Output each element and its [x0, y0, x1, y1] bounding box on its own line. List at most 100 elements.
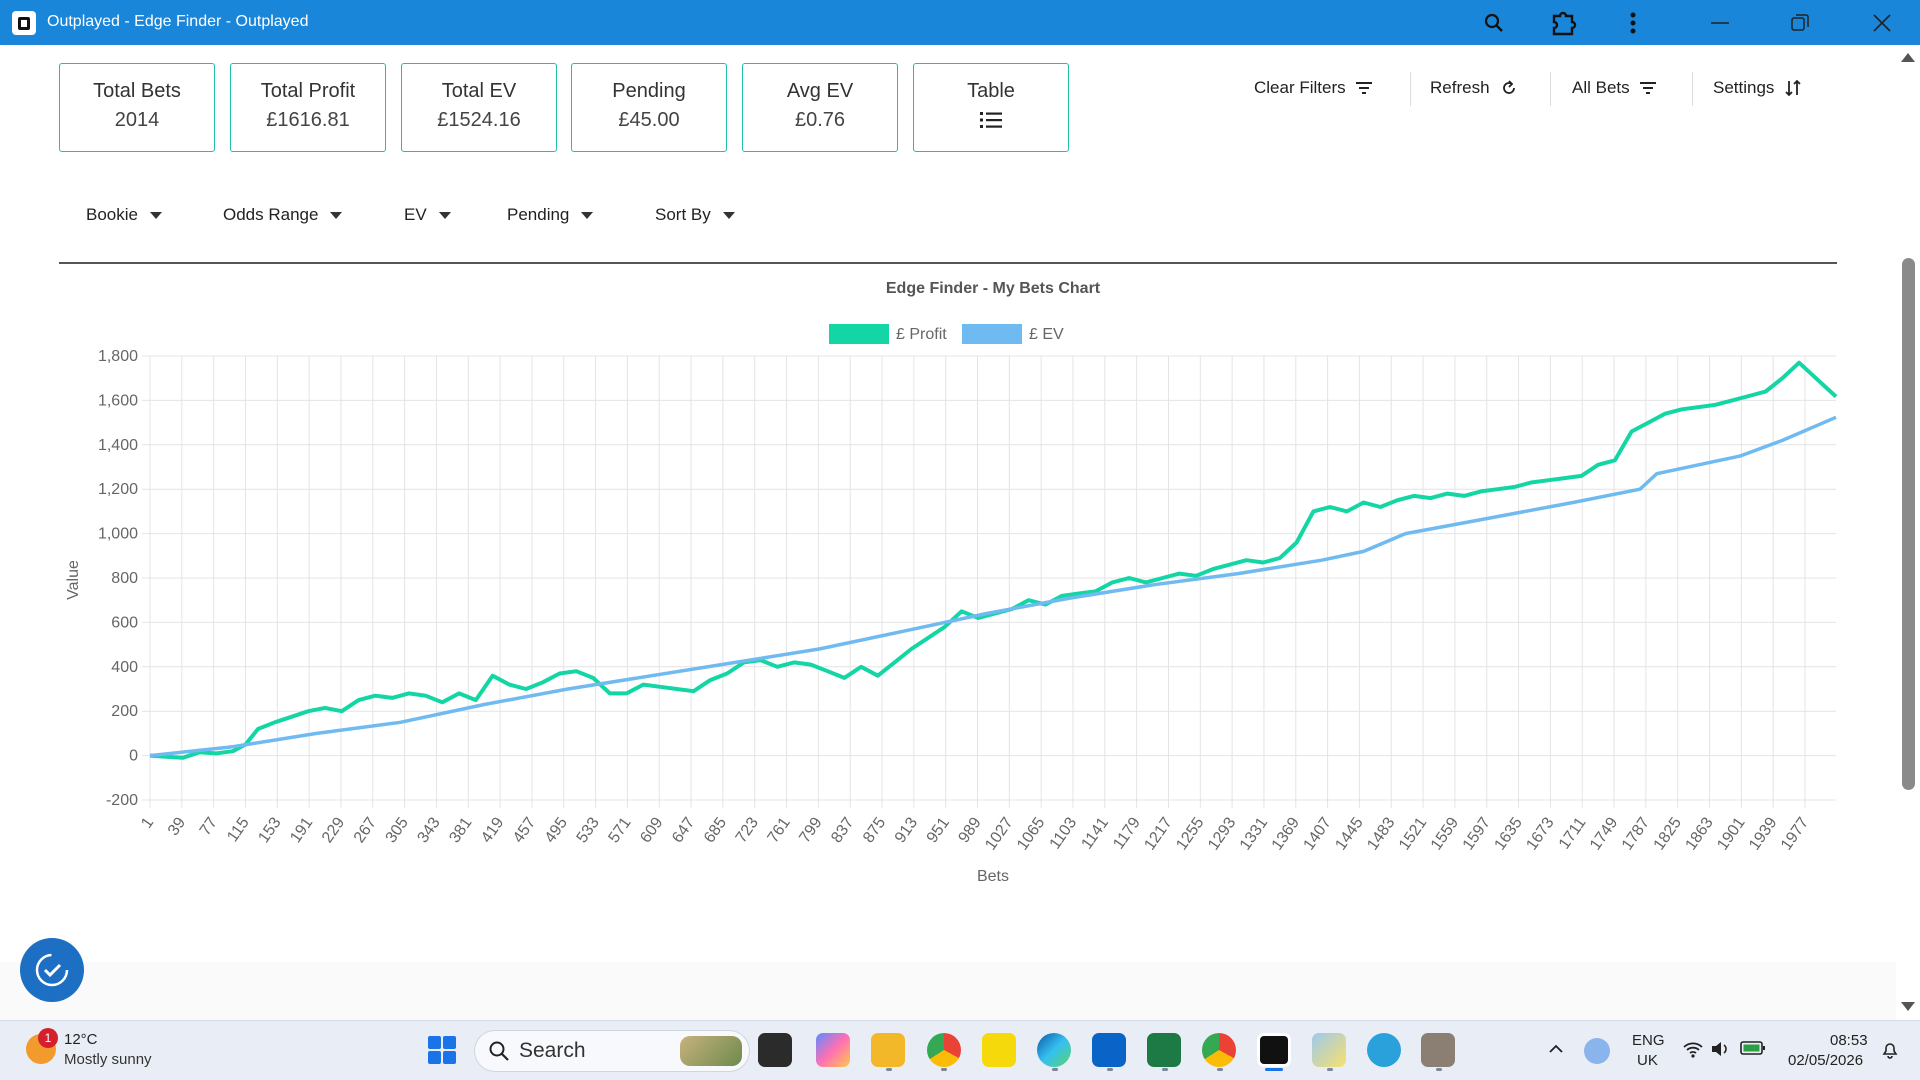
onedrive-icon[interactable]: [1584, 1038, 1610, 1064]
wifi-icon[interactable]: [1682, 1040, 1704, 1058]
clear-filters-button[interactable]: Clear Filters: [1254, 74, 1372, 102]
volume-icon[interactable]: [1710, 1040, 1730, 1058]
x-tick-label: 381: [446, 814, 475, 846]
filter-label: EV: [404, 205, 427, 224]
x-tick-label: 1255: [1173, 814, 1207, 853]
search-icon[interactable]: [1464, 0, 1524, 45]
settings-label: Settings: [1713, 78, 1775, 97]
chart-series: [149, 360, 1838, 760]
settings-button[interactable]: Settings: [1713, 74, 1802, 102]
x-tick-label: 1027: [982, 814, 1016, 853]
x-tick-label: 1521: [1396, 814, 1430, 853]
x-tick-label: 1293: [1205, 814, 1239, 853]
y-tick-label: 0: [129, 748, 138, 765]
total-ev-card: Total EV £1524.16: [401, 63, 557, 152]
y-tick-label: 1,000: [98, 526, 138, 543]
x-tick-label: 913: [892, 814, 921, 846]
task-view-icon[interactable]: [758, 1033, 792, 1067]
x-tick-label: 153: [255, 814, 284, 846]
chevron-down-icon: [149, 211, 162, 219]
odds-range-filter[interactable]: Odds Range: [223, 205, 343, 225]
x-tick-label: 1901: [1714, 814, 1748, 853]
scroll-down-arrow-icon[interactable]: [1901, 1002, 1915, 1011]
filter-label: Pending: [507, 205, 570, 224]
chevron-down-icon: [722, 211, 735, 219]
keyboard-layout[interactable]: UK: [1637, 1052, 1658, 1069]
weather-description[interactable]: Mostly sunny: [64, 1051, 152, 1068]
running-indicator: [1436, 1068, 1442, 1071]
file-explorer-icon[interactable]: [871, 1033, 905, 1067]
clock-date[interactable]: 02/05/2026: [1788, 1052, 1864, 1069]
all-bets-dropdown[interactable]: All Bets: [1572, 74, 1656, 102]
close-icon[interactable]: [1852, 0, 1912, 45]
outplayed-taskbar-icon[interactable]: [1257, 1033, 1291, 1067]
x-tick-label: 1407: [1301, 814, 1335, 853]
x-tick-label: 989: [956, 814, 985, 846]
x-tick-label: 571: [605, 814, 634, 846]
pending-card: Pending £45.00: [571, 63, 727, 152]
refresh-button[interactable]: Refresh: [1430, 74, 1518, 102]
language-indicator[interactable]: ENG: [1632, 1032, 1665, 1049]
tasks-app-icon[interactable]: [982, 1033, 1016, 1067]
windows-start-icon[interactable]: [428, 1036, 456, 1064]
gimp-icon[interactable]: [1421, 1033, 1455, 1067]
divider: [1550, 72, 1551, 106]
outplayed-app-icon: [12, 11, 36, 35]
notification-badge: 1: [38, 1028, 58, 1048]
copilot-icon[interactable]: [816, 1033, 850, 1067]
telegram-icon[interactable]: [1367, 1033, 1401, 1067]
restore-icon[interactable]: [1770, 0, 1830, 45]
x-tick-label: 457: [510, 814, 539, 846]
x-axis-label: Bets: [977, 868, 1009, 885]
table-view-button[interactable]: Table: [913, 63, 1069, 152]
clock-time[interactable]: 08:53: [1830, 1032, 1868, 1049]
minimize-icon[interactable]: [1690, 0, 1750, 45]
more-menu-icon[interactable]: [1603, 0, 1663, 45]
sort-by-filter[interactable]: Sort By: [655, 205, 735, 225]
x-tick-label: 1103: [1047, 814, 1081, 852]
x-tick-label: 685: [701, 814, 730, 846]
x-tick-label: 1: [138, 814, 157, 831]
chrome-profile-icon[interactable]: [1202, 1033, 1236, 1067]
x-tick-label: 1141: [1078, 814, 1112, 852]
x-tick-label: 1863: [1682, 814, 1716, 853]
battery-icon[interactable]: [1740, 1040, 1766, 1056]
x-tick-label: 305: [383, 814, 412, 846]
total-profit-card: Total Profit £1616.81: [230, 63, 386, 152]
card-label: Total Bets: [93, 80, 181, 102]
search-icon: [489, 1041, 509, 1061]
x-tick-label: 951: [924, 814, 953, 846]
x-tick-label: 77: [197, 814, 221, 838]
y-tick-label: 1,400: [98, 437, 138, 454]
pending-filter[interactable]: Pending: [507, 205, 594, 225]
edge-icon[interactable]: [1037, 1033, 1071, 1067]
x-tick-label: 1673: [1523, 814, 1557, 853]
notifications-icon[interactable]: [1880, 1040, 1900, 1060]
card-value: £45.00: [618, 109, 680, 131]
x-tick-label: 1825: [1651, 814, 1685, 853]
running-indicator: [1327, 1068, 1333, 1071]
utility-app-icon[interactable]: [1312, 1033, 1346, 1067]
x-tick-label: 761: [765, 814, 794, 846]
scrollbar-thumb[interactable]: [1902, 258, 1915, 790]
chevron-up-icon[interactable]: [1548, 1042, 1564, 1054]
filter-label: Bookie: [86, 205, 138, 224]
search-highlight-image: [680, 1036, 742, 1066]
x-tick-label: 875: [860, 814, 889, 846]
outlook-icon[interactable]: [1092, 1033, 1126, 1067]
y-tick-label: 1,800: [98, 348, 138, 365]
legend-label: £ EV: [1029, 326, 1064, 343]
excel-icon[interactable]: [1147, 1033, 1181, 1067]
sort-icon: [1785, 79, 1802, 97]
chevron-down-icon: [330, 211, 343, 219]
scroll-up-arrow-icon[interactable]: [1901, 53, 1915, 62]
ev-filter[interactable]: EV: [404, 205, 451, 225]
chrome-icon[interactable]: [927, 1033, 961, 1067]
x-tick-label: 647: [669, 814, 698, 846]
extensions-icon[interactable]: [1534, 0, 1594, 45]
bookie-filter[interactable]: Bookie: [86, 205, 162, 225]
running-indicator: [1162, 1068, 1168, 1071]
accessibility-button[interactable]: [20, 938, 84, 1002]
weather-temperature[interactable]: 12°C: [64, 1031, 98, 1048]
running-indicator: [1052, 1068, 1058, 1071]
